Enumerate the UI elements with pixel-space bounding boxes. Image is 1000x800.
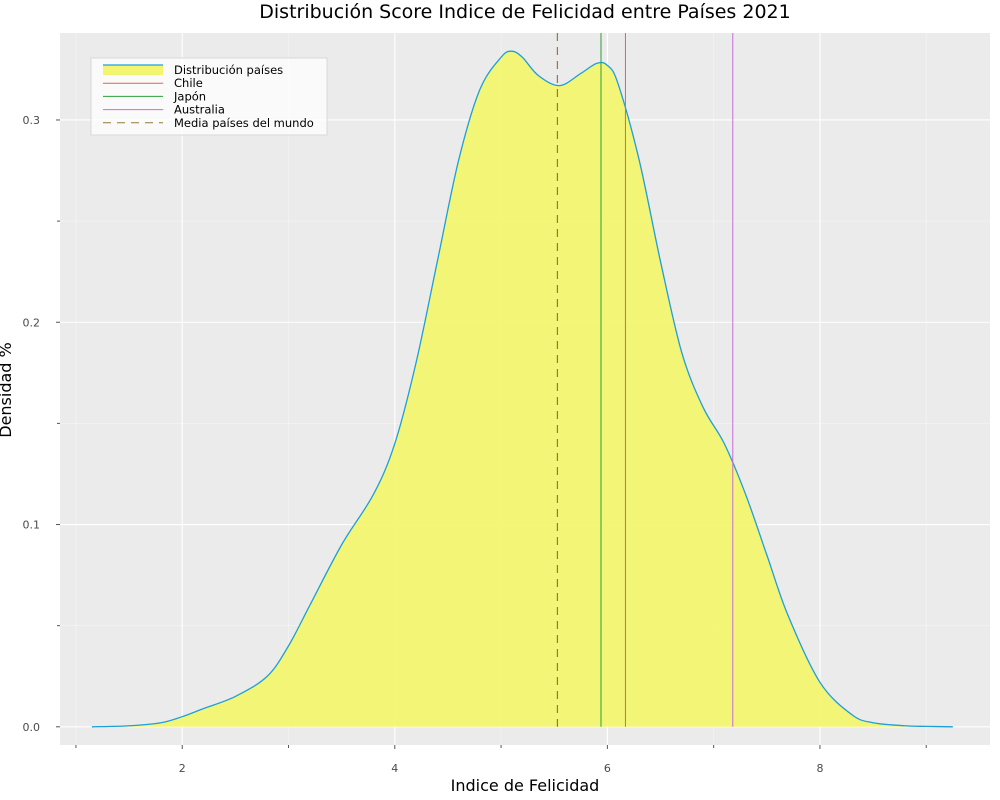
legend-entry-australia: Australia (174, 103, 225, 117)
legend-entry-chile: Chile (174, 76, 203, 90)
y-axis: 0.0 0.1 0.2 0.3 (23, 114, 60, 734)
y-tick-label: 0.0 (23, 721, 41, 734)
x-tick-label: 6 (604, 762, 611, 775)
y-axis-title: Densidad % (0, 342, 15, 438)
x-tick-label: 8 (816, 762, 823, 775)
density-fill (91, 51, 953, 727)
y-tick-label: 0.1 (23, 519, 41, 532)
y-tick-label: 0.3 (23, 114, 41, 127)
density-area (91, 50, 953, 728)
x-axis-title: Indice de Felicidad (451, 776, 600, 795)
x-axis: 2 4 6 8 (75, 745, 927, 775)
x-tick-label: 4 (391, 762, 398, 775)
chart-title: Distribución Score Indice de Felicidad e… (259, 1, 790, 23)
reference-lines (556, 33, 734, 727)
x-tick-label: 2 (179, 762, 186, 775)
density-line (91, 50, 953, 728)
legend: Distribución paísesChileJapónAustraliaMe… (90, 57, 328, 136)
legend-swatch-distribucion (103, 65, 163, 75)
legend-entry-japon: Japón (173, 89, 206, 103)
y-tick-label: 0.2 (23, 316, 41, 329)
legend-entry-media: Media países del mundo (174, 116, 314, 130)
legend-entry-distribucion: Distribución países (174, 63, 283, 77)
